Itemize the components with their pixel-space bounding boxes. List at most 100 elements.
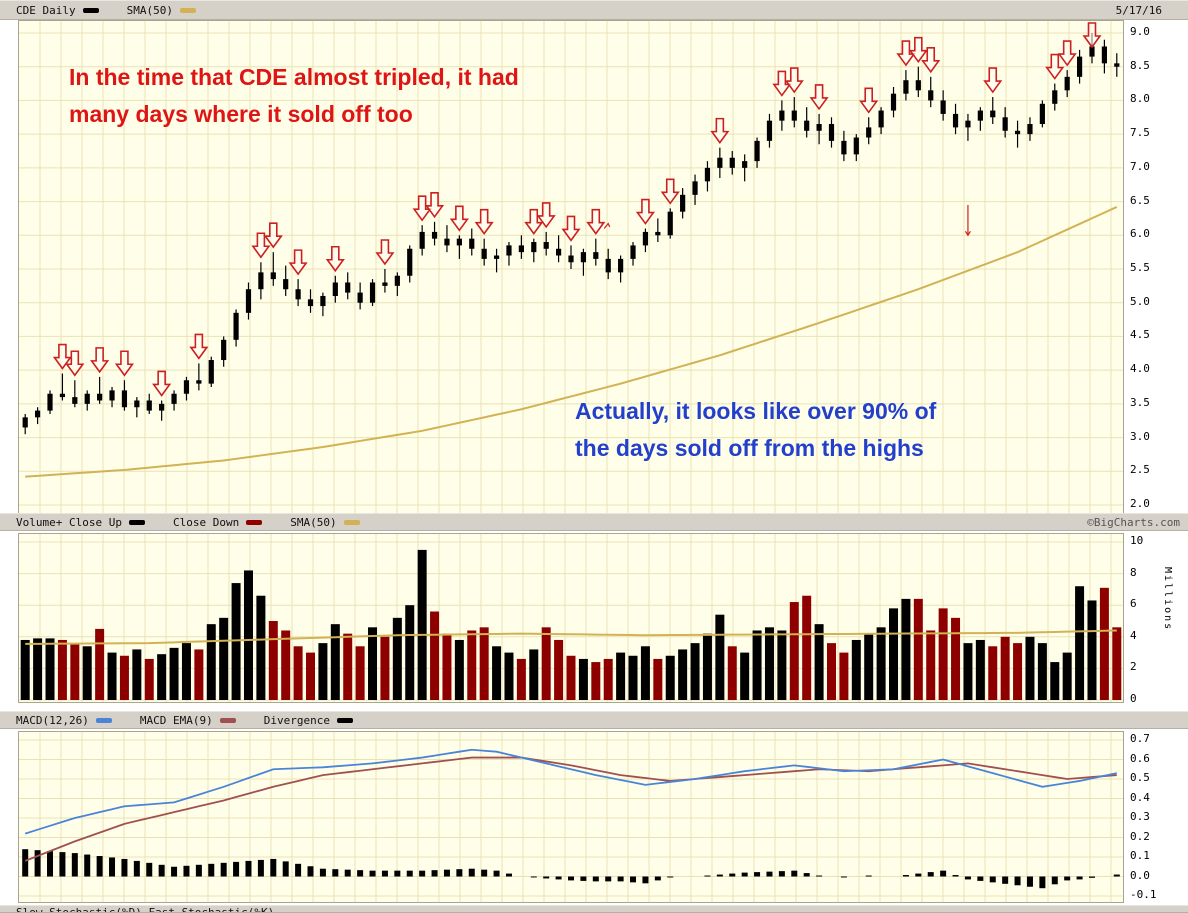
selloff-down-arrow-icon <box>375 239 395 266</box>
y-tick-label: 0.5 <box>1130 771 1150 784</box>
macd-chart-svg <box>19 732 1123 902</box>
macd-signal-line <box>24 756 1117 862</box>
divergence-swatch-icon <box>336 717 353 723</box>
volume-sma-swatch-icon <box>343 519 360 525</box>
annotation-red: In the time that CDE almost tripled, it … <box>69 59 519 133</box>
macd-line-legend: MACD(12,26) <box>16 714 112 727</box>
selloff-down-arrow-icon <box>65 350 85 377</box>
selloff-down-arrow-icon <box>809 84 829 111</box>
symbol-legend-label: CDE Daily <box>16 3 76 17</box>
y-tick-label: 6.5 <box>1130 193 1150 207</box>
sma50-line <box>25 206 1118 478</box>
volume-down-label: Close Down <box>172 515 240 529</box>
volume-units-label: Millions <box>1162 567 1173 632</box>
selloff-down-arrow-icon <box>635 198 655 225</box>
y-tick-label: 0.3 <box>1130 810 1150 823</box>
volume-sma-line <box>25 629 1117 645</box>
y-tick-label: 0.2 <box>1130 829 1150 843</box>
macd-ema-swatch-icon <box>219 717 236 723</box>
y-tick-label: 5.0 <box>1130 294 1150 308</box>
y-tick-label: 7.0 <box>1130 159 1150 173</box>
selloff-down-arrow-icon <box>561 215 581 242</box>
volume-up-swatch-icon <box>128 519 145 525</box>
y-tick-label: 3.5 <box>1130 395 1150 409</box>
y-tick-label: 2.0 <box>1130 497 1150 510</box>
selloff-down-arrow-icon <box>908 36 928 64</box>
y-tick-label: 0.4 <box>1130 790 1150 804</box>
sma-legend-label: SMA(50) <box>126 3 173 17</box>
selloff-down-arrow-icon <box>52 343 72 370</box>
y-tick-label: 4.5 <box>1130 328 1150 342</box>
price-legend-strip: CDE Daily SMA(50) 5/17/16 <box>0 0 1188 20</box>
y-tick-label: 0.1 <box>1130 849 1150 862</box>
y-tick-label: 2.5 <box>1130 463 1150 477</box>
selloff-down-arrow-icon <box>114 350 135 377</box>
volume-chart-svg <box>19 534 1123 702</box>
sma-swatch-icon <box>179 7 196 13</box>
bigcharts-watermark: ©BigCharts.com <box>1087 516 1180 529</box>
annotation-red-line2: many days where it sold off too <box>69 101 413 127</box>
selloff-down-arrow-icon <box>1082 22 1102 49</box>
y-tick-label: -0.1 <box>1130 888 1157 901</box>
divergence-bars-group <box>22 849 1120 889</box>
annotation-blue-line1: Actually, it looks like over 90% of <box>575 398 937 424</box>
y-tick-label: 10 <box>1130 534 1144 547</box>
selloff-down-arrow-icon <box>784 67 804 94</box>
divergence-legend: Divergence <box>264 714 353 727</box>
y-tick-label: 0.6 <box>1130 751 1150 765</box>
volume-up-label: Volume+ Close Up <box>16 515 122 529</box>
macd-ema-label: MACD EMA(9) <box>139 713 213 727</box>
annotation-blue-line2: the days sold off from the highs <box>575 435 924 461</box>
volume-axis-labels: 0 2 4 6 8 10 <box>1130 533 1184 705</box>
volume-bars-group <box>20 549 1122 700</box>
thin-down-arrow-icon <box>964 230 971 237</box>
selloff-down-arrow-icon <box>586 208 606 236</box>
selloff-down-arrow-icon <box>524 208 544 236</box>
price-panel: In the time that CDE almost tripled, it … <box>18 20 1124 514</box>
selloff-down-arrow-icon <box>189 333 209 360</box>
y-tick-label: 0 <box>1130 692 1137 705</box>
y-tick-label: 3.0 <box>1130 429 1150 443</box>
macd-line-swatch-icon <box>95 717 112 723</box>
selloff-down-arrow-icon <box>288 249 308 276</box>
small-red-mark-icon <box>603 222 611 229</box>
macd-axis-labels: -0.1 0.0 0.1 0.2 0.3 0.4 0.5 0.6 0.7 <box>1130 731 1184 901</box>
y-tick-label: 5.5 <box>1130 261 1150 274</box>
chart-date: 5/17/16 <box>1115 4 1162 17</box>
selloff-down-arrow-icon <box>251 232 271 259</box>
selloff-down-arrow-icon <box>474 208 494 236</box>
volume-legend-strip: Volume+ Close Up Close Down SMA(50) ©Big… <box>0 513 1188 531</box>
sma-legend: SMA(50) <box>127 4 196 17</box>
selloff-down-arrow-icon <box>660 178 680 205</box>
candles-group <box>22 33 1120 435</box>
y-tick-label: 6 <box>1130 597 1137 611</box>
y-tick-label: 7.5 <box>1130 126 1150 140</box>
selloff-down-arrow-icon <box>263 222 283 249</box>
y-tick-label: 8.5 <box>1130 58 1150 72</box>
selloff-down-arrow-icon <box>1057 40 1077 67</box>
y-tick-label: 0.0 <box>1130 868 1150 882</box>
y-tick-label: 8.0 <box>1130 92 1150 106</box>
volume-down-swatch-icon <box>246 519 263 525</box>
y-tick-label: 8 <box>1130 565 1137 579</box>
clipped-legend-text: Slow Stochastic(%D) Fast Stochastic(%K) <box>16 906 275 913</box>
selloff-down-arrow-icon <box>449 205 469 232</box>
price-chart-svg <box>19 21 1123 513</box>
volume-up-legend: Volume+ Close Up <box>16 516 145 529</box>
selloff-arrows-group <box>52 22 1102 397</box>
clipped-bottom-legend-strip: Slow Stochastic(%D) Fast Stochastic(%K) <box>0 905 1188 913</box>
selloff-down-arrow-icon <box>152 370 172 397</box>
macd-panel <box>18 731 1124 903</box>
selloff-down-arrow-icon <box>921 47 941 74</box>
selloff-down-arrow-icon <box>90 347 110 374</box>
macd-line <box>24 748 1117 835</box>
selloff-down-arrow-icon <box>536 202 556 229</box>
selloff-down-arrow-icon <box>325 245 345 273</box>
annotation-red-line1: In the time that CDE almost tripled, it … <box>69 64 519 90</box>
y-tick-label: 4 <box>1130 628 1137 642</box>
price-series-legend: CDE Daily <box>16 4 99 17</box>
volume-panel <box>18 533 1124 703</box>
macd-ema-legend: MACD EMA(9) <box>140 714 236 727</box>
selloff-down-arrow-icon <box>710 117 730 144</box>
